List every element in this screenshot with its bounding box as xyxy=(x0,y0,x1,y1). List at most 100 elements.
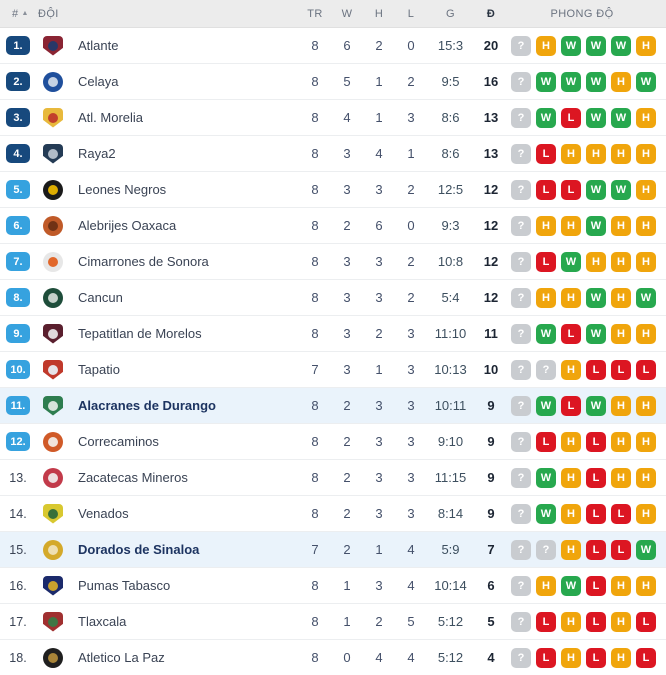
form-cell: ? W L W H H xyxy=(508,323,666,344)
form-cell: ? L H L H L xyxy=(508,611,666,632)
table-row[interactable]: 9. Tepatitlan de Morelos 8 3 2 3 11:10 1… xyxy=(0,316,666,352)
table-row[interactable]: 10. Tapatio 7 3 1 3 10:13 10 ?? H L L L xyxy=(0,352,666,388)
rank-badge: 14. xyxy=(9,506,27,521)
team-name[interactable]: Correcaminos xyxy=(78,434,159,449)
rank-cell: 7. xyxy=(0,252,36,271)
logo-cell xyxy=(36,251,70,272)
form-badge: H xyxy=(611,71,631,92)
rank-badge: 5. xyxy=(6,180,30,199)
form-badge: W xyxy=(561,251,581,272)
team-name[interactable]: Pumas Tabasco xyxy=(78,578,171,593)
team-name[interactable]: Alacranes de Durango xyxy=(78,398,216,413)
table-row[interactable]: 12. Correcaminos 8 2 3 3 9:10 9 ? L H L H H xyxy=(0,424,666,460)
team-name[interactable]: Zacatecas Mineros xyxy=(78,470,188,485)
table-row[interactable]: 14. Venados 8 2 3 3 8:14 9 ? W H L L H xyxy=(0,496,666,532)
points-value: 9 xyxy=(487,398,495,413)
team-logo-icon xyxy=(43,179,63,200)
team-name[interactable]: Atletico La Paz xyxy=(78,650,165,665)
form-badge: H xyxy=(611,287,631,308)
rank-column-label: # xyxy=(12,7,19,20)
rank-cell: 8. xyxy=(0,288,36,307)
wins-value: 0 xyxy=(343,650,351,665)
form-badge: H xyxy=(636,431,656,452)
team-name[interactable]: Atl. Morelia xyxy=(78,110,144,125)
table-row[interactable]: 15. Dorados de Sinaloa 7 2 1 4 5:9 7 ?? H… xyxy=(0,532,666,568)
draws-value: 3 xyxy=(375,182,383,197)
losses-value: 2 xyxy=(407,254,415,269)
logo-cell xyxy=(36,107,70,128)
rank-badge: 2. xyxy=(6,72,30,91)
form-badge: H xyxy=(636,179,656,200)
wins-value: 2 xyxy=(343,218,351,233)
form-badge: L xyxy=(586,575,606,596)
table-row[interactable]: 6. Alebrijes Oaxaca 8 2 6 0 9:3 12 ? H H W H… xyxy=(0,208,666,244)
table-row[interactable]: 16. Pumas Tabasco 8 1 3 4 10:14 6 ? H W L H H xyxy=(0,568,666,604)
rank-badge: 13. xyxy=(9,470,27,485)
form-cell: ? L H L H H xyxy=(508,431,666,452)
table-row[interactable]: 2. Celaya 8 5 1 2 9:5 16 ? W W W H W xyxy=(0,64,666,100)
team-logo-icon xyxy=(43,539,63,560)
header-rank-sort[interactable]: # ▲ xyxy=(0,8,36,20)
draws-value: 2 xyxy=(375,38,383,53)
form-badge: L xyxy=(586,431,606,452)
form-badge: L xyxy=(586,611,606,632)
form-badge: H xyxy=(586,251,606,272)
draws-value: 2 xyxy=(375,614,383,629)
form-cell: ? L W H H H xyxy=(508,251,666,272)
form-badge: W xyxy=(561,575,581,596)
logo-cell xyxy=(36,575,70,596)
team-name[interactable]: Tepatitlan de Morelos xyxy=(78,326,202,341)
table-row[interactable]: 17. Tlaxcala 8 1 2 5 5:12 5 ? L H L H L xyxy=(0,604,666,640)
wins-value: 3 xyxy=(343,182,351,197)
form-badge: W xyxy=(586,35,606,56)
form-badge: W xyxy=(536,467,556,488)
team-name[interactable]: Cimarrones de Sonora xyxy=(78,254,209,269)
team-name[interactable]: Tlaxcala xyxy=(78,614,127,629)
form-badge: H xyxy=(636,503,656,524)
points-value: 11 xyxy=(484,326,498,341)
table-row[interactable]: 7. Cimarrones de Sonora 8 3 3 2 10:8 12 … xyxy=(0,244,666,280)
rank-cell: 4. xyxy=(0,144,36,163)
points-value: 20 xyxy=(483,38,499,53)
points-value: 12 xyxy=(483,182,499,197)
losses-value: 3 xyxy=(407,326,415,341)
rank-cell: 5. xyxy=(0,180,36,199)
team-name[interactable]: Leones Negros xyxy=(78,182,167,197)
form-badge: L xyxy=(536,611,556,632)
team-name[interactable]: Atlante xyxy=(78,38,119,53)
table-row[interactable]: 8. Cancun 8 3 3 2 5:4 12 ? H H W H W xyxy=(0,280,666,316)
losses-value: 4 xyxy=(407,578,415,593)
table-row[interactable]: 5. Leones Negros 8 3 3 2 12:5 12 ? L L W W H xyxy=(0,172,666,208)
wins-value: 2 xyxy=(343,542,351,557)
team-name[interactable]: Cancun xyxy=(78,290,123,305)
table-row[interactable]: 13. Zacatecas Mineros 8 2 3 3 11:15 9 ? W… xyxy=(0,460,666,496)
form-cell: ? W L W H H xyxy=(508,395,666,416)
goals-value: 5:9 xyxy=(441,542,460,557)
team-name[interactable]: Raya2 xyxy=(78,146,116,161)
losses-value: 2 xyxy=(407,182,415,197)
draws-value: 2 xyxy=(375,326,383,341)
form-badge: H xyxy=(611,251,631,272)
form-cell: ? W H L L H xyxy=(508,503,666,524)
wins-value: 3 xyxy=(343,362,351,377)
header-points: Đ xyxy=(486,7,496,20)
table-row[interactable]: 4. Raya2 8 3 4 1 8:6 13 ? L H H H H xyxy=(0,136,666,172)
team-name[interactable]: Tapatio xyxy=(78,362,120,377)
wins-value: 1 xyxy=(343,614,351,629)
points-value: 13 xyxy=(483,110,499,125)
table-row[interactable]: 11. Alacranes de Durango 8 2 3 3 10:11 9… xyxy=(0,388,666,424)
team-name[interactable]: Celaya xyxy=(78,74,119,89)
team-name[interactable]: Alebrijes Oaxaca xyxy=(78,218,177,233)
table-row[interactable]: 1. Atlante 8 6 2 0 15:3 20 ? H W W W H xyxy=(0,28,666,64)
rank-cell: 6. xyxy=(0,216,36,235)
draws-value: 3 xyxy=(375,434,383,449)
rank-badge: 12. xyxy=(6,432,30,451)
team-name[interactable]: Dorados de Sinaloa xyxy=(78,542,200,557)
table-row[interactable]: 18. Atletico La Paz 8 0 4 4 5:12 4 ? L H L H… xyxy=(0,640,666,675)
team-name[interactable]: Venados xyxy=(78,506,129,521)
team-logo-icon xyxy=(43,35,63,56)
form-badge: W xyxy=(636,287,656,308)
table-row[interactable]: 3. Atl. Morelia 8 4 1 3 8:6 13 ? W L W W H xyxy=(0,100,666,136)
played-value: 8 xyxy=(311,650,319,665)
rank-badge: 17. xyxy=(9,614,27,629)
